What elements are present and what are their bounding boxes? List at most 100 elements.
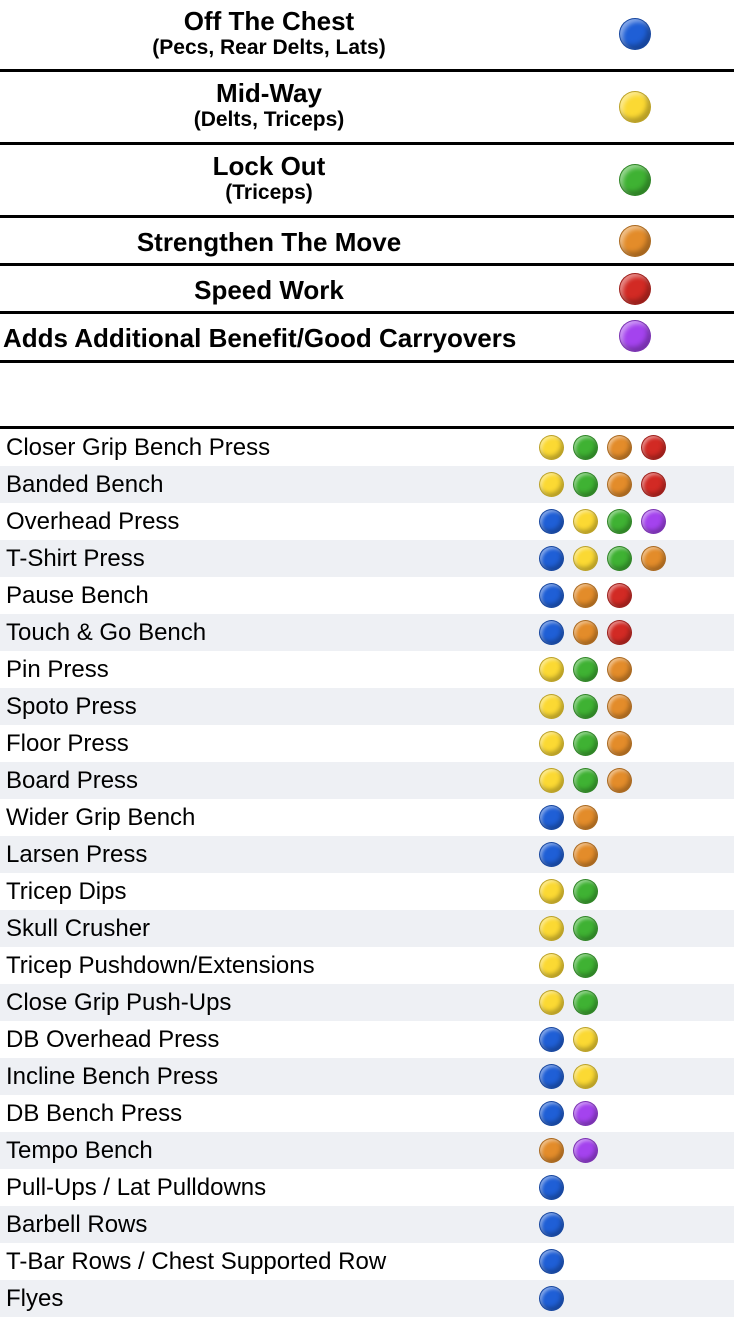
exercise-tags [539, 799, 607, 836]
exercise-tags [539, 466, 675, 503]
exercise-tags [539, 873, 607, 910]
exercise-tags [539, 1169, 573, 1206]
blue-circle-icon [539, 1175, 564, 1200]
exercise-tags [539, 984, 607, 1021]
orange-circle-icon [607, 472, 632, 497]
purple-circle-icon [619, 320, 651, 352]
purple-circle-icon [573, 1101, 598, 1126]
exercise-table: Closer Grip Bench Press Banded Bench Overh… [0, 426, 734, 1317]
table-row: Tricep Pushdown/Extensions [0, 947, 734, 984]
blue-circle-icon [539, 583, 564, 608]
table-row: Barbell Rows [0, 1206, 734, 1243]
exercise-tags [539, 651, 641, 688]
legend-subtitle: (Triceps) [225, 181, 313, 204]
legend-row-mid-way: Mid-Way (Delts, Triceps) [0, 72, 734, 145]
table-row: Pull-Ups / Lat Pulldowns [0, 1169, 734, 1206]
legend-row-additional-benefit: Adds Additional Benefit/Good Carryovers [0, 314, 734, 363]
table-row: Pin Press [0, 651, 734, 688]
table-row: Banded Bench [0, 466, 734, 503]
exercise-name: Flyes [6, 1285, 64, 1312]
exercise-tags [539, 688, 641, 725]
blue-circle-icon [539, 620, 564, 645]
exercise-tags [539, 910, 607, 947]
orange-circle-icon [573, 620, 598, 645]
orange-circle-icon [607, 731, 632, 756]
exercise-tags [539, 540, 675, 577]
exercise-tags [539, 1095, 607, 1132]
legend-title: Adds Additional Benefit/Good Carryovers [3, 323, 517, 353]
blue-circle-icon [539, 1286, 564, 1311]
yellow-circle-icon [573, 1027, 598, 1052]
green-circle-icon [573, 731, 598, 756]
green-circle-icon [607, 546, 632, 571]
exercise-tags [539, 725, 641, 762]
table-row: Overhead Press [0, 503, 734, 540]
legend-title: Strengthen The Move [136, 227, 402, 257]
table-row: DB Overhead Press [0, 1021, 734, 1058]
table-row: Pause Bench [0, 577, 734, 614]
blue-circle-icon [619, 18, 651, 50]
exercise-tags [539, 614, 641, 651]
exercise-tags [539, 577, 641, 614]
yellow-circle-icon [539, 953, 564, 978]
purple-circle-icon [573, 1138, 598, 1163]
blue-circle-icon [539, 1101, 564, 1126]
green-circle-icon [573, 953, 598, 978]
yellow-circle-icon [539, 472, 564, 497]
green-circle-icon [607, 509, 632, 534]
blue-circle-icon [539, 1212, 564, 1237]
exercise-name: Closer Grip Bench Press [6, 434, 271, 461]
red-circle-icon [641, 435, 666, 460]
green-circle-icon [573, 916, 598, 941]
table-row: Skull Crusher [0, 910, 734, 947]
red-circle-icon [641, 472, 666, 497]
table-row: Tricep Dips [0, 873, 734, 910]
exercise-name: Tricep Dips [6, 878, 127, 905]
exercise-name: Tricep Pushdown/Extensions [6, 952, 315, 979]
exercise-name: Overhead Press [6, 508, 180, 535]
exercise-tags [539, 762, 641, 799]
blue-circle-icon [539, 546, 564, 571]
exercise-tags [539, 1280, 573, 1317]
legend-title: Mid-Way [216, 78, 322, 108]
exercise-name: Incline Bench Press [6, 1063, 219, 1090]
exercise-tags [539, 1058, 607, 1095]
table-row: Touch & Go Bench [0, 614, 734, 651]
table-row: Spoto Press [0, 688, 734, 725]
exercise-tags [539, 1206, 573, 1243]
exercise-name: Touch & Go Bench [6, 619, 207, 646]
exercise-name: Skull Crusher [6, 915, 151, 942]
yellow-circle-icon [539, 768, 564, 793]
exercise-name: Wider Grip Bench [6, 804, 196, 831]
blue-circle-icon [539, 1249, 564, 1274]
legend-row-speed-work: Speed Work [0, 266, 734, 314]
table-row: Close Grip Push-Ups [0, 984, 734, 1021]
exercise-name: T-Shirt Press [6, 545, 145, 572]
table-row: T-Bar Rows / Chest Supported Row [0, 1243, 734, 1280]
orange-circle-icon [573, 805, 598, 830]
red-circle-icon [607, 620, 632, 645]
exercise-name: DB Overhead Press [6, 1026, 220, 1053]
yellow-circle-icon [573, 1064, 598, 1089]
exercise-name: Spoto Press [6, 693, 137, 720]
blue-circle-icon [539, 805, 564, 830]
table-row: Board Press [0, 762, 734, 799]
orange-circle-icon [573, 583, 598, 608]
exercise-tags [539, 503, 675, 540]
legend-row-strengthen-the-move: Strengthen The Move [0, 218, 734, 266]
exercise-name: Tempo Bench [6, 1137, 153, 1164]
table-row: Incline Bench Press [0, 1058, 734, 1095]
green-circle-icon [573, 694, 598, 719]
exercise-name: T-Bar Rows / Chest Supported Row [6, 1248, 387, 1275]
exercise-tags [539, 947, 607, 984]
exercise-name: Pause Bench [6, 582, 149, 609]
blue-circle-icon [539, 1027, 564, 1052]
table-row: Wider Grip Bench [0, 799, 734, 836]
blue-circle-icon [539, 1064, 564, 1089]
orange-circle-icon [607, 768, 632, 793]
exercise-name: Floor Press [6, 730, 129, 757]
yellow-circle-icon [539, 879, 564, 904]
yellow-circle-icon [539, 731, 564, 756]
exercise-tags [539, 429, 675, 466]
yellow-circle-icon [619, 91, 651, 123]
